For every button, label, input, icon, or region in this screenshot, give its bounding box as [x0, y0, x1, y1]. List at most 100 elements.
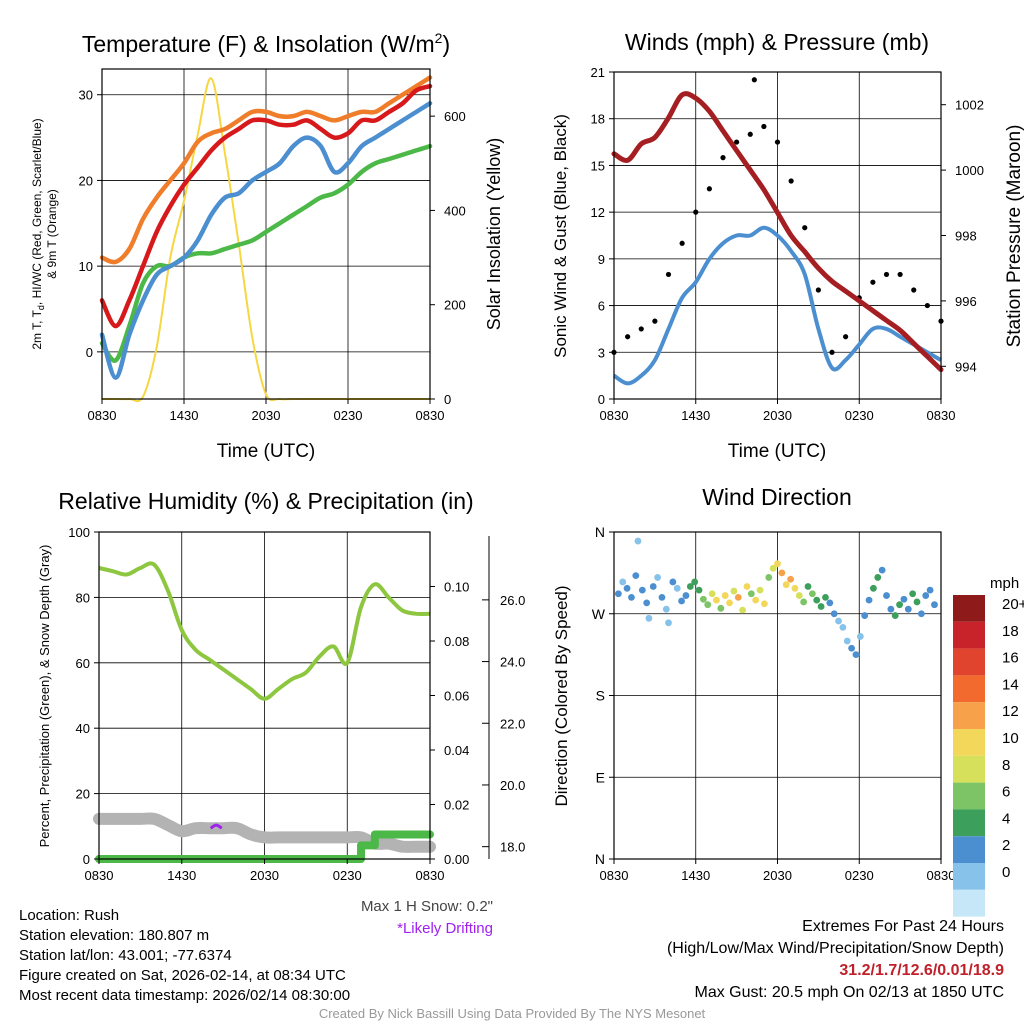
wind-direction-point [808, 590, 816, 598]
speed-legend-swatch [953, 889, 985, 917]
wind-direction-x-tick-label: 2030 [763, 868, 792, 883]
temperature-left-axis-label-line1: 2m T, Td, HI/WC (Red, Green, Scarlet/Blu… [30, 118, 46, 349]
wind-direction-point [878, 566, 886, 574]
speed-legend-swatch [953, 863, 985, 890]
winds-title: Winds (mph) & Pressure (mb) [625, 29, 929, 55]
wind-direction-y-tick-label: W [592, 606, 606, 622]
gust-point [652, 318, 658, 324]
rh-x-tick-label: 2030 [250, 868, 279, 883]
rh-x-tick-label: 0830 [85, 868, 114, 883]
wind-direction-point [917, 610, 925, 618]
speed-legend-label: 0 [1002, 864, 1010, 881]
speed-legend-label: 4 [1002, 810, 1010, 827]
speed-legend-label: 10 [1002, 730, 1019, 747]
max-snow-note: Max 1 H Snow: 0.2" [360, 898, 493, 915]
wind-direction-point [813, 596, 821, 604]
winds-y-tick-label: 9 [598, 252, 605, 267]
winds-y-tick-label: 21 [591, 65, 605, 80]
winds-axes: 0830 1430 2030 0230 083003691215182199499699… [591, 65, 984, 423]
gust-point [843, 334, 849, 340]
snow-depth-tick-label: 22.0 [500, 716, 525, 731]
rh-left-axis-label: Percent, Precipitation (Green), & Snow D… [37, 545, 52, 848]
wind-direction-point [638, 586, 646, 594]
precip-y2-tick-label: 0.10 [444, 580, 469, 595]
location-text: Location: Rush [19, 907, 120, 924]
snow-depth-tick-label: 20.0 [500, 778, 525, 793]
wind-direction-point [891, 612, 899, 619]
wind-direction-point [874, 574, 882, 581]
wind-direction-point [830, 610, 838, 618]
series-line-9m-t [99, 75, 433, 265]
speed-legend-swatch [953, 809, 985, 837]
wind-direction-point [822, 594, 829, 601]
precip-y2-tick-label: 0.02 [444, 798, 469, 813]
speed-legend-swatch [953, 648, 985, 676]
winds-y-tick-label: 15 [591, 158, 605, 173]
pressure-y2-tick-label: 998 [955, 229, 977, 244]
speed-legend-label: 8 [1002, 757, 1010, 774]
winds-x-tick-label: 1430 [681, 408, 710, 423]
winds-x-tick-label: 2030 [763, 408, 792, 423]
wind-direction-point [730, 587, 738, 595]
precip-y2-tick-label: 0.04 [444, 743, 469, 758]
winds-y-tick-label: 3 [598, 345, 605, 360]
rh-x-tick-label: 1430 [167, 868, 196, 883]
station-info: Location: Rush Station elevation: 180.80… [19, 906, 350, 1006]
winds-panel: Winds (mph) & Pressure (mb) 0830 1430 2030… [551, 29, 1024, 462]
wind-direction-grid [614, 531, 941, 860]
pressure-y2-tick-label: 1000 [955, 163, 984, 178]
wind-direction-point [632, 572, 640, 579]
wind-direction-y-tick-label: E [596, 769, 605, 785]
rh-grid [99, 531, 430, 860]
wind-direction-point [913, 598, 921, 606]
temperature-left-axis-label-line2: & 9m T (Orange) [45, 189, 59, 279]
wind-direction-point [643, 599, 651, 607]
snow-depth-tick-label: 18.0 [500, 840, 525, 855]
speed-legend-label: 6 [1002, 784, 1010, 801]
wind-direction-point [669, 578, 677, 586]
wind-direction-points [614, 537, 938, 659]
wind-direction-title: Wind Direction [702, 484, 852, 510]
winds-x-axis-label: Time (UTC) [728, 441, 827, 462]
gust-point [625, 334, 631, 340]
pressure-y2-tick-label: 994 [955, 359, 977, 374]
speed-legend-swatch [953, 755, 985, 783]
drifting-note: *Likely Drifting [397, 920, 493, 937]
gust-point [870, 279, 876, 285]
series-line-relative-humidity [98, 561, 431, 701]
speed-legend-swatch [953, 836, 985, 863]
wind-direction-point [704, 601, 712, 609]
wind-direction-y-tick-label: N [595, 524, 605, 540]
temperature-y-tick-label: 30 [79, 88, 93, 103]
temperature-x-tick-label: 1430 [170, 408, 199, 423]
gust-point [829, 349, 835, 355]
extremes-heading: Extremes For Past 24 Hours [802, 918, 1004, 935]
temperature-x-tick-label: 0230 [334, 408, 363, 423]
wind-direction-point [861, 612, 869, 619]
wind-direction-point [883, 592, 890, 599]
temperature-x-tick-label: 2030 [252, 408, 281, 423]
wind-direction-point [835, 617, 842, 625]
extremes-info: Extremes For Past 24 Hours (High/Low/Max… [667, 916, 1004, 1004]
wind-direction-point [752, 596, 760, 604]
insolation-y2-tick-label: 200 [444, 298, 466, 313]
wind-direction-point [787, 575, 794, 583]
rh-y-tick-label: 100 [68, 525, 90, 540]
wind-direction-point [658, 594, 666, 601]
temperature-x-tick-label: 0830 [416, 408, 445, 423]
wind-direction-point [665, 619, 672, 627]
wind-direction-point [904, 605, 912, 613]
gust-point [734, 139, 740, 145]
created-text: Figure created on Sat, 2026-02-14, at 08… [19, 967, 346, 984]
wind-direction-point [856, 633, 864, 640]
speed-legend-swatch [953, 729, 985, 756]
wind-direction-point [761, 600, 768, 608]
snow-depth-tick-label: 24.0 [500, 655, 525, 670]
wind-direction-point [634, 537, 642, 545]
wind-direction-point [826, 599, 834, 607]
speed-legend-label: 20+ [1002, 596, 1024, 613]
credit-text: Created By Nick Bassill Using Data Provi… [318, 1006, 706, 1021]
temperature-series [99, 75, 433, 403]
wind-direction-point [887, 605, 895, 613]
elevation-text: Station elevation: 180.807 m [19, 927, 210, 944]
